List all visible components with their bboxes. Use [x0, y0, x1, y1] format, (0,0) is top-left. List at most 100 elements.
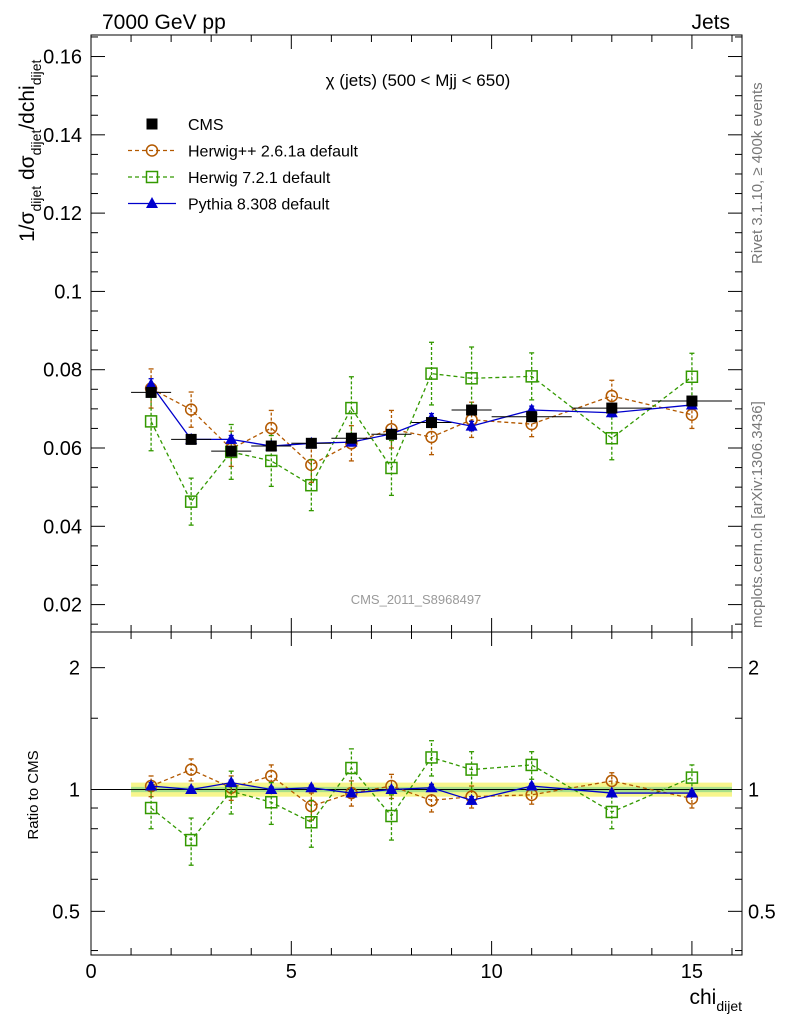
mcplots-label: mcplots.cern.ch [arXiv:1306.3436]: [749, 401, 766, 628]
mc-point-ratio: [425, 794, 438, 807]
chart-title: χ (jets) (500 < Mjj < 650): [326, 71, 511, 90]
series-cms: [131, 386, 732, 457]
mc-point-main: [525, 370, 538, 383]
mc-point-ratio: [425, 751, 438, 764]
x-axis-label: chidijet: [689, 986, 742, 1014]
y-tick-label-ratio-left: 1: [69, 779, 80, 801]
legend-marker: [145, 144, 159, 157]
mc-point-ratio: [265, 796, 278, 809]
series-line-main: [150, 387, 693, 466]
series-line-ratio: [150, 756, 693, 841]
mc-point-ratio: [465, 763, 478, 776]
mc-point-ratio: [525, 758, 538, 772]
y-tick-label-main: 0.06: [43, 438, 82, 460]
mc-point-main: [685, 370, 699, 384]
mc-point-ratio: [685, 771, 699, 784]
y-tick-label-main: 0.12: [43, 203, 82, 225]
mc-point-main: [305, 478, 318, 492]
x-tick-label: 5: [286, 961, 297, 983]
y-tick-label-ratio-left: 0.5: [52, 901, 80, 923]
mc-point-ratio: [525, 779, 538, 791]
mc-point-ratio: [685, 786, 698, 798]
mc-point-ratio: [265, 782, 278, 794]
mc-point-ratio: [184, 763, 198, 776]
mc-point-main: [345, 401, 358, 415]
mc-point-ratio: [185, 782, 198, 794]
mc-point-ratio: [305, 815, 318, 829]
y-tick-label-ratio-right: 1: [748, 779, 759, 801]
mc-point-ratio: [184, 833, 198, 847]
y-tick-label-main: 0.14: [43, 125, 82, 147]
data-point: [345, 432, 357, 444]
y-tick-label-main: 0.04: [43, 516, 82, 538]
legend: CMS Herwig++ 2.6.1a default Herwig 7.2.1 d…: [128, 117, 358, 214]
legend-label: CMS: [188, 117, 224, 134]
series-line-main: [150, 384, 692, 447]
data-point: [305, 437, 317, 449]
mc-point-main: [265, 421, 278, 435]
mc-point-ratio: [385, 782, 398, 794]
legend-label: Herwig 7.2.1 default: [188, 170, 331, 187]
legend-marker: [145, 170, 159, 184]
series-line-ratio: [151, 781, 692, 802]
data-point: [145, 386, 157, 398]
y-tick-label-main: 0.02: [43, 595, 82, 617]
axis-ticks: 0 5 10 15 0.02 0.04 0.06 0.08 0.1 0.12 0.14 0.16 0.5…: [43, 35, 776, 983]
data-point: [686, 395, 698, 407]
series-line-ratio: [150, 768, 693, 807]
rivet-label: Rivet 3.1.10, ≥ 400k events: [749, 82, 766, 264]
data-point: [185, 433, 197, 445]
y-axis-label-ratio: Ratio to CMS: [25, 750, 42, 839]
mc-point-main: [225, 432, 238, 444]
mc-point-main: [425, 430, 438, 444]
data-point: [265, 440, 277, 452]
mc-point-ratio: [605, 805, 619, 819]
mc-point-main: [145, 378, 158, 390]
x-tick-label: 10: [480, 961, 502, 983]
mc-point-main: [425, 367, 438, 380]
data-point: [606, 402, 618, 414]
mc-point-ratio: [265, 769, 278, 783]
data-point: [426, 417, 438, 429]
mc-point-main: [605, 389, 619, 403]
legend-label: Herwig++ 2.6.1a default: [188, 144, 358, 161]
mc-point-ratio: [605, 774, 619, 788]
mc-point-main: [465, 419, 478, 431]
mc-point-ratio: [425, 781, 438, 793]
header-right: Jets: [691, 11, 730, 34]
mc-point-main: [144, 415, 158, 428]
header-left: 7000 GeV pp: [102, 11, 226, 34]
y-tick-label-ratio-right: 0.5: [748, 901, 776, 923]
mc-point-ratio: [385, 809, 398, 823]
mc-point-ratio: [225, 776, 238, 788]
data-point: [526, 411, 538, 423]
mc-point-ratio: [144, 801, 158, 815]
mc-point-ratio: [465, 793, 478, 805]
y-tick-label-ratio-right: 2: [748, 658, 759, 680]
mc-point-ratio: [345, 786, 358, 798]
data-point: [225, 445, 237, 457]
mc-point-main: [385, 461, 398, 475]
mc-point-main: [184, 403, 198, 416]
y-axis-label-main: 1/σdijet dσdijet/dchidijet: [16, 60, 44, 242]
mc-point-ratio: [145, 779, 158, 791]
mc-point-main: [605, 431, 619, 445]
mc-point-ratio: [605, 786, 618, 798]
mc-point-main: [465, 372, 478, 385]
analysis-watermark: CMS_2011_S8968497: [351, 592, 482, 607]
x-tick-label: 15: [681, 961, 703, 983]
data-point: [385, 428, 397, 440]
legend-marker: [146, 197, 158, 208]
mc-point-main: [265, 454, 278, 468]
legend-marker: [146, 118, 158, 130]
x-tick-label: 0: [85, 961, 96, 983]
data-series: [131, 341, 732, 866]
y-tick-label-main: 0.1: [54, 281, 82, 303]
ratio-panel-frame: [90, 631, 743, 956]
legend-label: Pythia 8.308 default: [188, 197, 330, 214]
data-point: [466, 404, 478, 416]
mc-point-ratio: [305, 781, 318, 793]
y-tick-label-main: 0.08: [43, 360, 82, 382]
